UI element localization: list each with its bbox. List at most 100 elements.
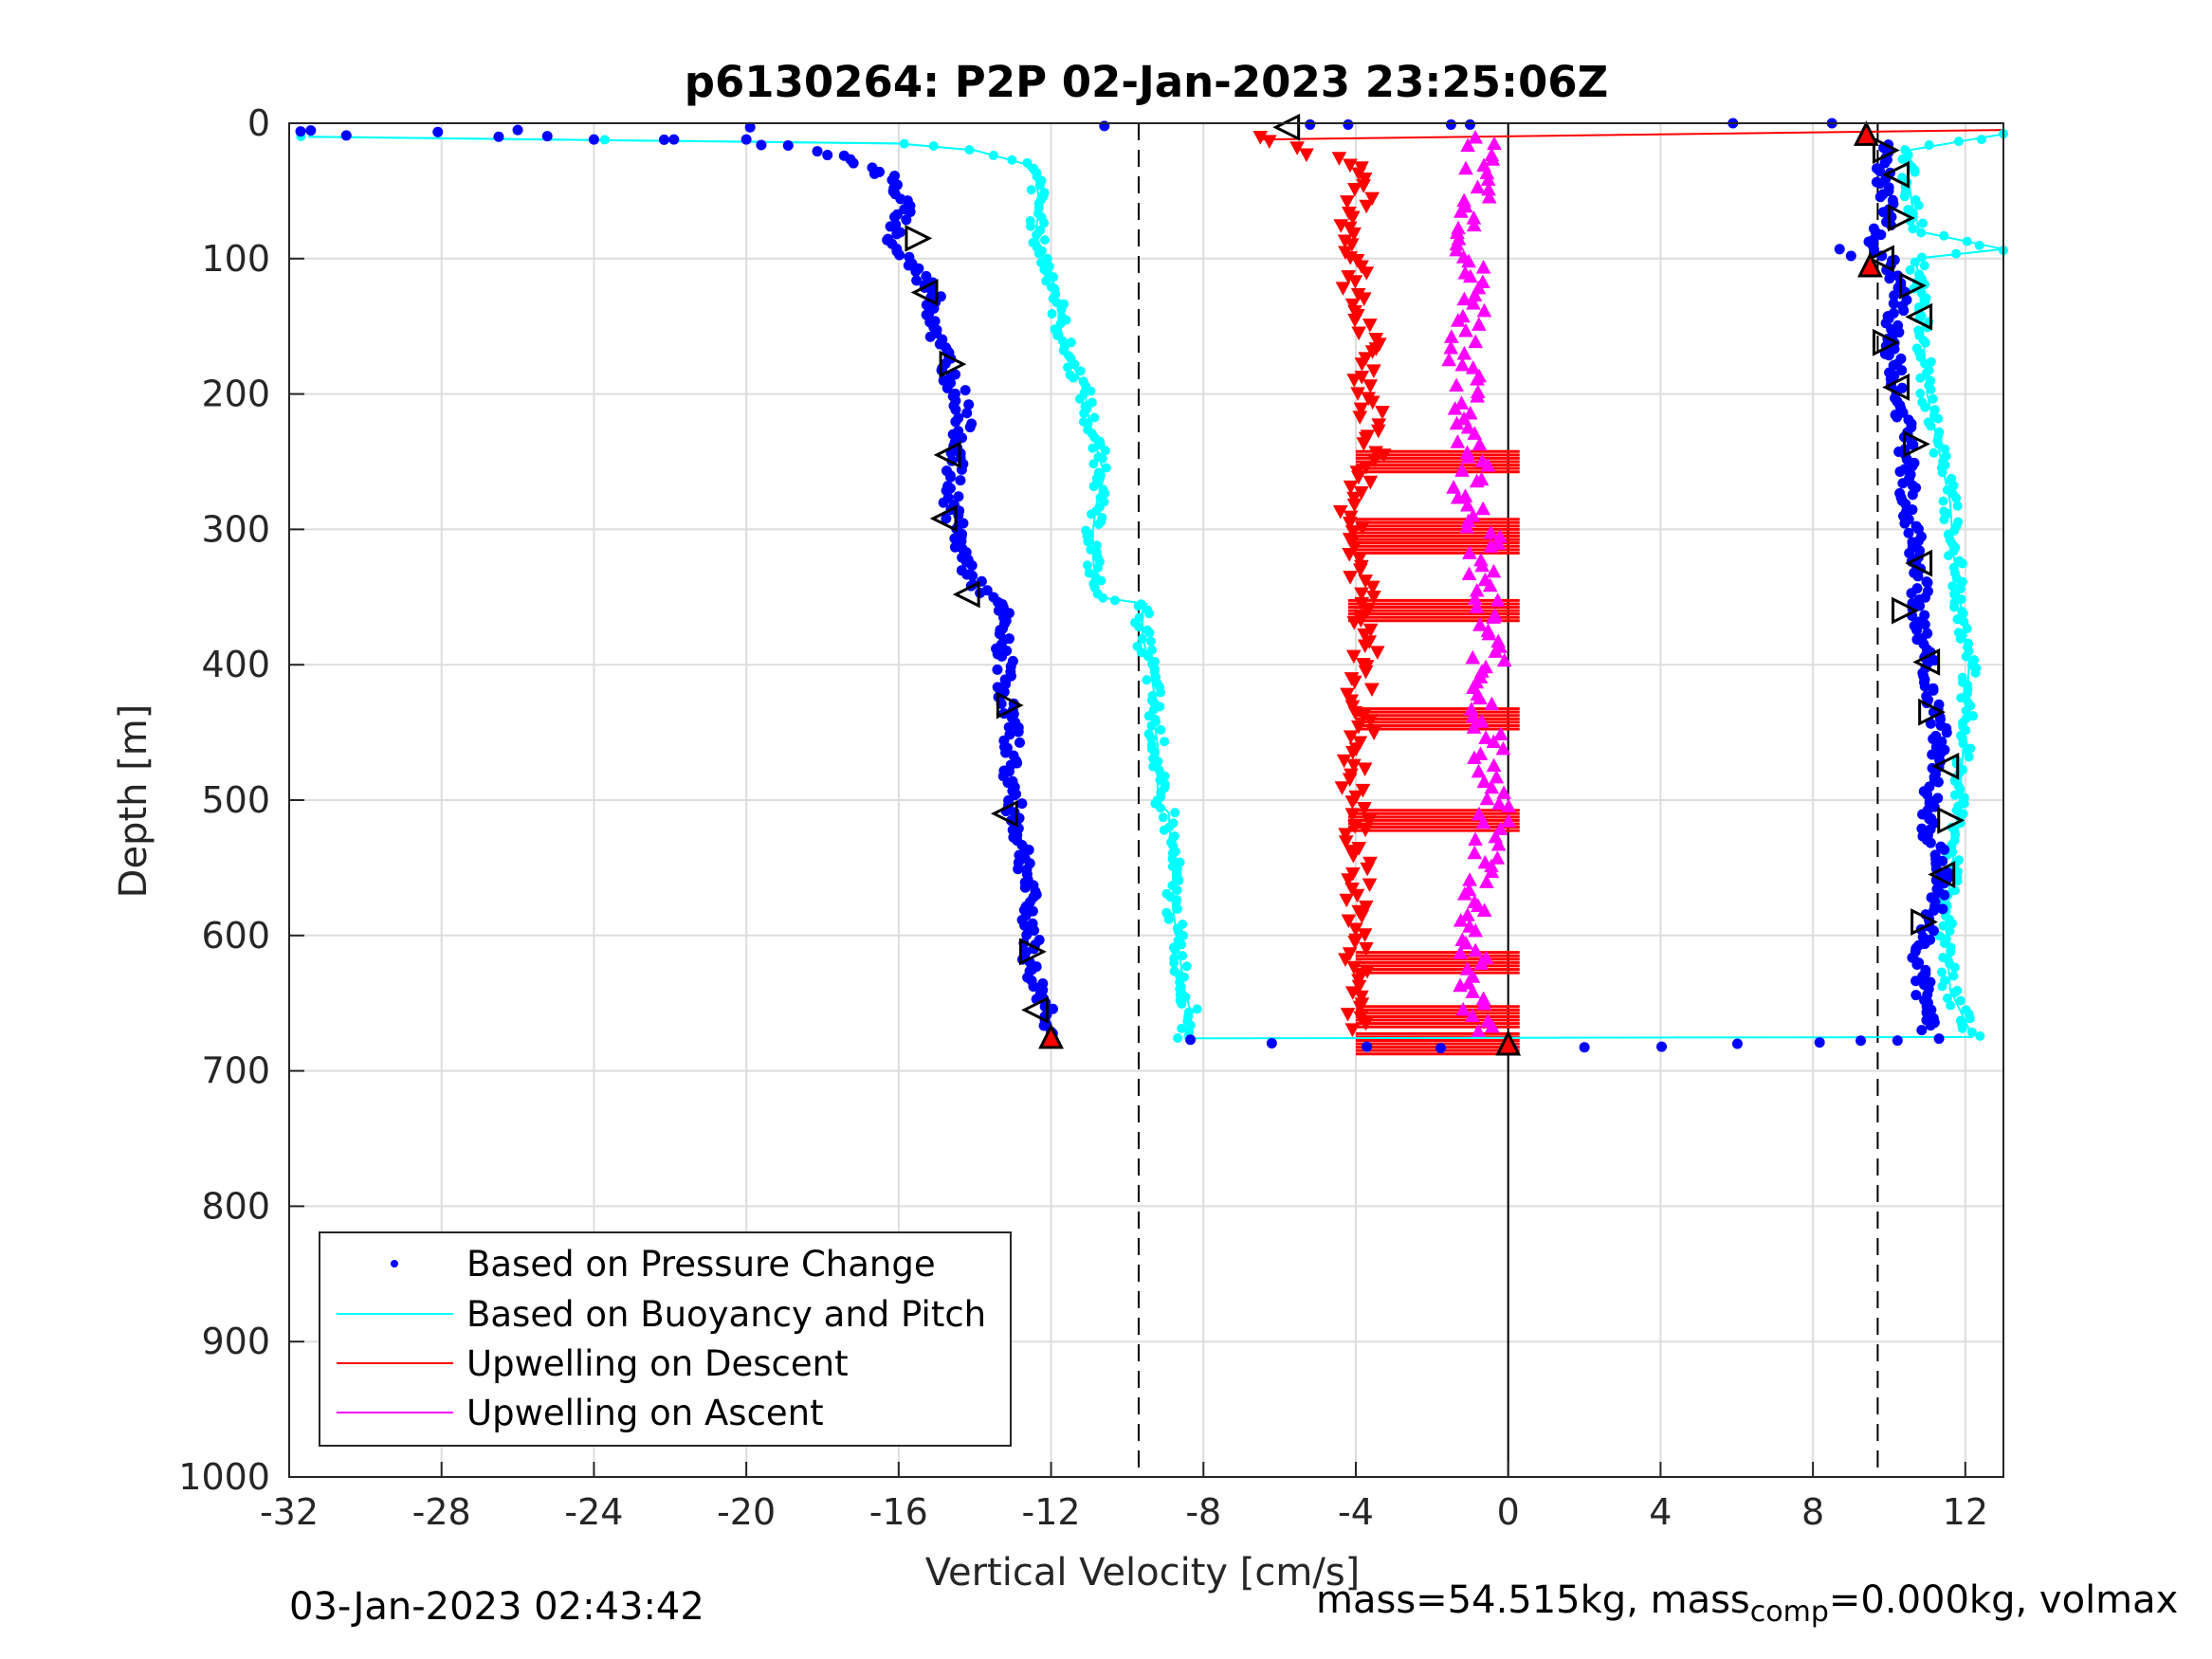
event-triangle-marker (1928, 861, 1956, 888)
buoyancy-point (1959, 793, 1969, 803)
event-triangle-marker (1910, 908, 1938, 936)
pressure-point (1038, 1020, 1050, 1031)
upwelling-descent-marker (1366, 364, 1381, 378)
upwelling-descent-marker (1338, 835, 1354, 849)
upwelling-descent-marker (1352, 563, 1368, 577)
upwelling-ascent-marker (1484, 864, 1500, 879)
pressure-point (1185, 1034, 1197, 1046)
buoyancy-point (1137, 633, 1147, 644)
upwelling-ascent-marker (1479, 791, 1495, 806)
pressure-point-surface (295, 126, 306, 137)
upwelling-ascent-marker (1472, 436, 1488, 451)
buoyancy-point (1133, 601, 1143, 611)
pressure-point (938, 497, 949, 508)
pressure-point (1895, 353, 1907, 364)
pressure-point (1929, 849, 1941, 861)
upwelling-descent-marker (1354, 909, 1370, 924)
pressure-point (1000, 747, 1012, 758)
upwelling-ascent-marker (1472, 690, 1488, 705)
pressure-point (1013, 726, 1024, 738)
buoyancy-point (1075, 366, 1086, 376)
upwelling-ascent-marker (1471, 763, 1487, 778)
pressure-point (905, 207, 916, 218)
pressure-point-surface (1465, 118, 1476, 130)
upwelling-descent-marker (1346, 675, 1362, 690)
upwelling-ascent-marker (1471, 317, 1487, 331)
upwelling-ascent-marker (1468, 831, 1483, 847)
upwelling-ascent-marker (1450, 313, 1466, 327)
upwelling-ascent-marker (1453, 977, 1468, 993)
upwelling-ascent-marker (1493, 726, 1508, 741)
x-tick-label: -24 (564, 1491, 623, 1533)
pressure-point-surface (744, 121, 756, 133)
pressure-point (1892, 1035, 1903, 1047)
upwelling-ascent-marker (1447, 401, 1463, 415)
upwelling-ascent-marker (1453, 395, 1470, 410)
buoyancy-point (1916, 287, 1927, 298)
upwelling-ascent-marker (1484, 1018, 1500, 1033)
pressure-point (1901, 294, 1912, 305)
pressure-point (944, 471, 956, 483)
upwelling-ascent-marker (1486, 734, 1502, 749)
buoyancy-point (1158, 812, 1168, 823)
buoyancy-point (1074, 393, 1085, 404)
upwelling-ascent-marker (1467, 845, 1483, 860)
buoyancy-point (1144, 628, 1155, 638)
upwelling-descent-marker (1362, 379, 1379, 393)
buoyancy-point (1923, 417, 1933, 428)
upwelling-ascent-marker (1468, 334, 1484, 349)
pressure-point (1814, 1037, 1825, 1048)
buoyancy-point (1088, 443, 1098, 453)
upwelling-ascent-marker (1470, 179, 1486, 194)
y-tick-label: 600 (201, 915, 270, 957)
upwelling-descent-marker (1299, 148, 1314, 163)
pressure-point (1894, 487, 1906, 499)
pressure-point (848, 157, 859, 169)
buoyancy-point (1082, 560, 1092, 571)
pressure-point (1926, 892, 1937, 903)
buoyancy-point (1026, 221, 1036, 231)
buoyancy-point (1039, 218, 1050, 228)
buoyancy-point (1109, 595, 1120, 606)
upwelling-descent-marker (1351, 470, 1366, 485)
upwelling-ascent-marker (1465, 984, 1481, 998)
pressure-point-surface (340, 130, 352, 141)
pressure-point (1926, 812, 1937, 824)
pressure-point (756, 139, 767, 151)
pressure-point (1023, 845, 1034, 856)
buoyancy-point (1965, 743, 1976, 754)
buoyancy-point (1160, 737, 1170, 747)
buoyancy-point (1940, 444, 1950, 454)
pressure-point (992, 664, 1003, 675)
upwelling-ascent-marker (1460, 975, 1476, 990)
pressure-point (967, 570, 978, 581)
upwelling-ascent-marker (1472, 617, 1488, 631)
buoyancy-point (1066, 337, 1076, 348)
upwelling-ascent-marker (1478, 730, 1493, 744)
event-triangle-marker (1021, 995, 1049, 1024)
pressure-point-surface (1834, 244, 1845, 255)
upwelling-descent-marker (1344, 525, 1361, 539)
buoyancy-point (1964, 638, 1974, 648)
upwelling-ascent-marker (1463, 268, 1478, 283)
upwelling-descent-marker (1334, 781, 1350, 795)
pressure-point (950, 404, 961, 415)
upwelling-descent-marker (1346, 758, 1362, 774)
upwelling-descent-marker (1352, 1000, 1368, 1015)
buoyancy-point (1910, 194, 1921, 205)
event-triangle-marker (996, 691, 1024, 720)
upwelling-descent-marker (1358, 1016, 1374, 1031)
upwelling-ascent-marker (1469, 473, 1485, 488)
pressure-point (1916, 823, 1928, 834)
upwelling-descent-marker (1338, 953, 1353, 967)
x-tick-label: -20 (717, 1491, 776, 1533)
buoyancy-point (1953, 517, 1964, 527)
upwelling-descent-marker (1261, 135, 1277, 149)
buoyancy-point (1934, 427, 1945, 437)
upwelling-descent-marker (1347, 275, 1363, 289)
upwelling-ascent-marker (1468, 942, 1484, 957)
pressure-point (1889, 254, 1900, 265)
upwelling-descent-marker (1344, 745, 1361, 760)
upwelling-descent-marker (1347, 182, 1362, 197)
upwelling-ascent-marker (1459, 961, 1475, 975)
